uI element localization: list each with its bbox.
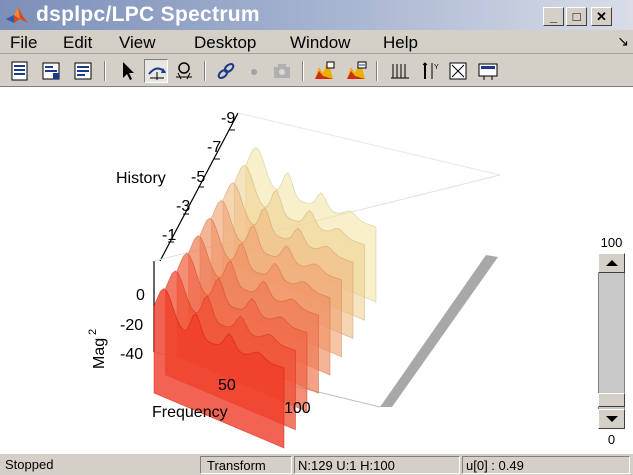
toolbar: Y: [0, 55, 633, 87]
slider-min-label: 0: [607, 432, 616, 447]
history-tick-label: -3: [176, 198, 190, 215]
toolbar-separator: [204, 61, 206, 81]
floor-plane: [380, 255, 498, 407]
back-top-line: [237, 112, 501, 176]
slider-thumb[interactable]: [598, 393, 625, 407]
spectrum-slice: [153, 287, 285, 449]
axes-icon[interactable]: Y: [418, 59, 442, 83]
history-tick-label: -7: [207, 139, 221, 156]
svg-text:Y: Y: [434, 64, 439, 71]
history-axis-label: History: [116, 170, 166, 187]
mag-axis-exponent: 2: [87, 329, 99, 335]
frequency-axis-label: Frequency: [152, 404, 228, 421]
window-title: dsplpc/LPC Spectrum: [36, 3, 260, 26]
close-button[interactable]: ✕: [591, 7, 612, 26]
print-preview-icon[interactable]: [40, 59, 64, 83]
mag-tick-label: 0: [136, 287, 145, 304]
select-pointer-icon[interactable]: [116, 59, 140, 83]
history-slider[interactable]: [598, 253, 625, 429]
frequency-tick-label: 50: [218, 377, 236, 394]
maximize-button[interactable]: □: [566, 7, 587, 26]
slider-max-label: 100: [600, 235, 623, 250]
status-params: N:129 U:1 H:100: [294, 456, 460, 474]
history-tick-label: -5: [191, 169, 205, 186]
autoscale-icon[interactable]: [312, 59, 336, 83]
slider-down-button[interactable]: [598, 409, 625, 429]
title-bar[interactable]: dsplpc/LPC Spectrum _ □ ✕: [0, 0, 633, 30]
menu-help[interactable]: Help: [383, 33, 418, 52]
slider-up-button[interactable]: [598, 253, 625, 273]
menu-edit[interactable]: Edit: [63, 33, 93, 52]
minimize-button[interactable]: _: [543, 7, 564, 26]
restore-view-icon[interactable]: [344, 59, 368, 83]
history-tick-label: -9: [221, 110, 235, 127]
toolbar-separator: [302, 61, 304, 81]
mag-axis-label-group: Mag 2: [87, 329, 108, 369]
arrow-up-icon: [606, 260, 618, 266]
toolbar-separator: [376, 61, 378, 81]
history-tick-label: -1: [162, 227, 176, 244]
zoom-icon[interactable]: [172, 59, 196, 83]
status-bar: Stopped Transform N:129 U:1 H:100 u[0] :…: [0, 453, 633, 475]
menu-overflow-icon[interactable]: ↘: [617, 33, 629, 49]
print-icon[interactable]: [8, 59, 32, 83]
zoom-fit-icon[interactable]: [446, 59, 470, 83]
menu-view[interactable]: View: [119, 33, 156, 52]
menu-window[interactable]: Window: [290, 33, 351, 52]
menu-bar: File Edit View Desktop Window Help ↘: [0, 30, 633, 54]
status-mode: Transform: [200, 456, 292, 474]
status-state: Stopped: [5, 457, 54, 472]
mag-tick-label: -20: [120, 317, 143, 334]
menu-file[interactable]: File: [10, 33, 38, 52]
rotate-3d-icon[interactable]: [144, 59, 168, 83]
menu-desktop[interactable]: Desktop: [194, 33, 257, 52]
frequency-tick-label: 100: [284, 400, 311, 417]
properties-icon[interactable]: [476, 59, 500, 83]
grid-icon[interactable]: [388, 59, 412, 83]
page-setup-icon[interactable]: [72, 59, 96, 83]
matlab-logo-icon: [6, 7, 28, 23]
dot-icon[interactable]: [242, 59, 266, 83]
history-ticks: -9 -7 -5 -3 -1: [162, 110, 235, 244]
spectrum-slices: [153, 146, 377, 449]
mag-axis-label: Mag: [91, 338, 108, 369]
plot-area[interactable]: -9 -7 -5 -3 -1 History 0 -20 -40 Mag 2 5…: [0, 87, 590, 453]
waterfall-plot[interactable]: -9 -7 -5 -3 -1 History 0 -20 -40 Mag 2 5…: [0, 87, 590, 453]
toolbar-separator: [104, 61, 106, 81]
camera-icon[interactable]: [270, 59, 294, 83]
history-slider-panel: 100 0: [590, 87, 633, 453]
status-readout: u[0] : 0.49: [462, 456, 630, 474]
mag-tick-label: -40: [120, 346, 143, 363]
link-icon[interactable]: [214, 59, 238, 83]
arrow-down-icon: [606, 416, 618, 422]
